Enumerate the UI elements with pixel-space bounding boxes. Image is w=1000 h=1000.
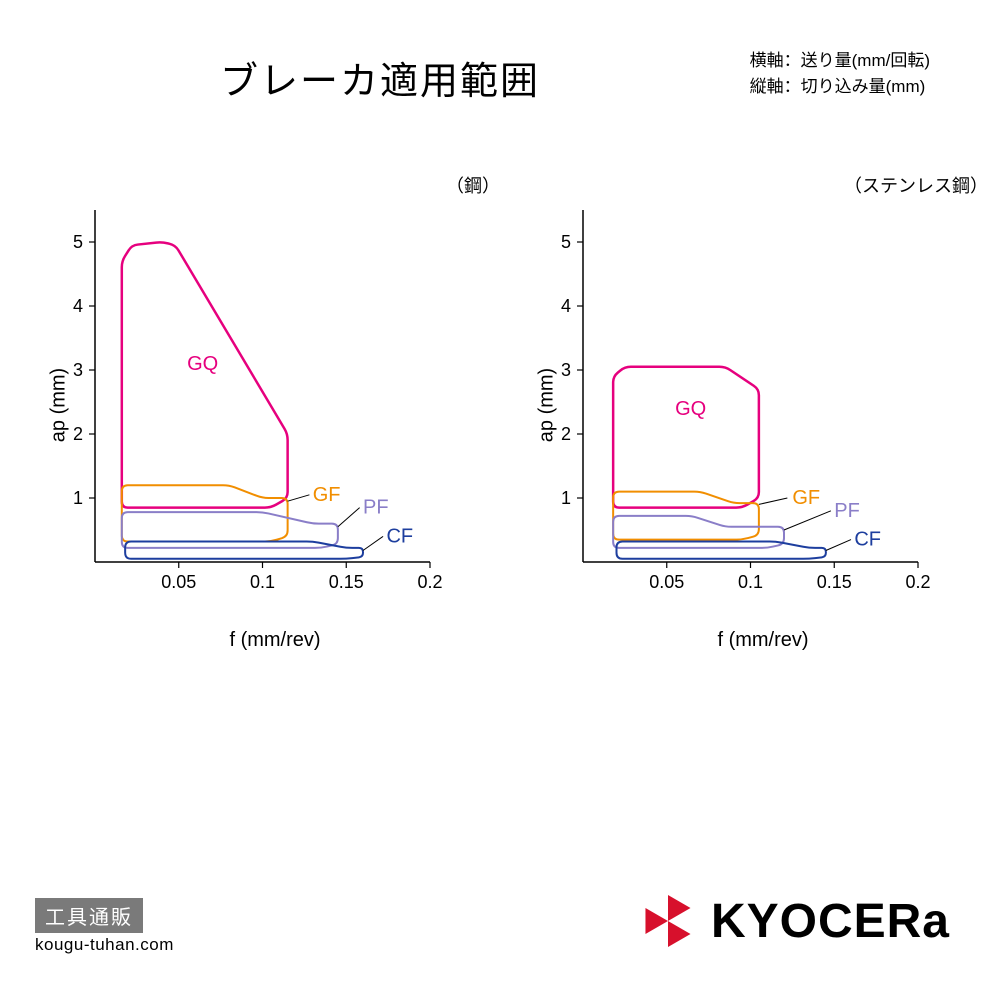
shop-badge: 工具通販: [35, 898, 143, 933]
chart-svg: 0.05 0.1 0.15 0.2 1 2 3 4 5 GQ GF PF CF: [40, 200, 510, 610]
y-axis-title: ap (mm): [48, 368, 71, 442]
series-label: GQ: [675, 398, 706, 420]
series-CF: [125, 542, 363, 559]
x-axis-title: f (mm/rev): [717, 629, 808, 652]
svg-text:0.2: 0.2: [905, 572, 930, 592]
svg-text:1: 1: [73, 488, 83, 508]
chart: （鋼）0.050.10.150.212345GQGFPFCFap (mm)f (…: [40, 200, 510, 610]
svg-text:0.05: 0.05: [161, 572, 196, 592]
footer-left: 工具通販 kougu-tuhan.com: [35, 898, 174, 955]
chart-material-label: （鋼）: [446, 172, 500, 198]
svg-text:0.1: 0.1: [738, 572, 763, 592]
page-title: ブレーカ適用範囲: [220, 50, 540, 105]
svg-text:2: 2: [561, 424, 571, 444]
svg-text:0.2: 0.2: [417, 572, 442, 592]
series-label: GF: [313, 484, 341, 506]
charts-container: （鋼）0.050.10.150.212345GQGFPFCFap (mm)f (…: [40, 200, 998, 610]
svg-text:0.15: 0.15: [817, 572, 852, 592]
svg-text:2: 2: [73, 424, 83, 444]
kyocera-logo-icon: [639, 892, 697, 950]
svg-text:4: 4: [561, 296, 571, 316]
x-axis-title: f (mm/rev): [229, 629, 320, 652]
series-label: GF: [792, 487, 820, 509]
series-label: GQ: [187, 353, 218, 375]
svg-text:0.1: 0.1: [250, 572, 275, 592]
series-label: PF: [363, 497, 389, 519]
chart: （ステンレス鋼）0.050.10.150.212345GQGFPFCFap (m…: [528, 200, 998, 610]
svg-text:5: 5: [561, 232, 571, 252]
axis-note-line: 縦軸：切り込み量(mm): [750, 74, 930, 100]
series-label: CF: [386, 525, 413, 547]
svg-text:5: 5: [73, 232, 83, 252]
svg-text:0.05: 0.05: [649, 572, 684, 592]
kyocera-logo: KYOCERa: [639, 892, 950, 950]
series-GQ: [122, 242, 288, 507]
svg-text:3: 3: [561, 360, 571, 380]
series-PF: [122, 512, 338, 548]
axis-note-line: 横軸：送り量(mm/回転): [750, 48, 930, 74]
y-axis-title: ap (mm): [536, 368, 559, 442]
svg-text:3: 3: [73, 360, 83, 380]
svg-text:0.15: 0.15: [329, 572, 364, 592]
svg-text:1: 1: [561, 488, 571, 508]
shop-url: kougu-tuhan.com: [35, 935, 174, 955]
kyocera-logo-text: KYOCERa: [711, 894, 950, 949]
series-label: PF: [834, 500, 860, 522]
series-label: CF: [854, 529, 881, 551]
svg-text:4: 4: [73, 296, 83, 316]
axis-note: 横軸：送り量(mm/回転) 縦軸：切り込み量(mm): [750, 48, 930, 99]
chart-material-label: （ステンレス鋼）: [844, 172, 988, 198]
series-GQ: [613, 367, 759, 508]
series-CF: [617, 542, 826, 559]
chart-svg: 0.05 0.1 0.15 0.2 1 2 3 4 5 GQ GF PF CF: [528, 200, 998, 610]
